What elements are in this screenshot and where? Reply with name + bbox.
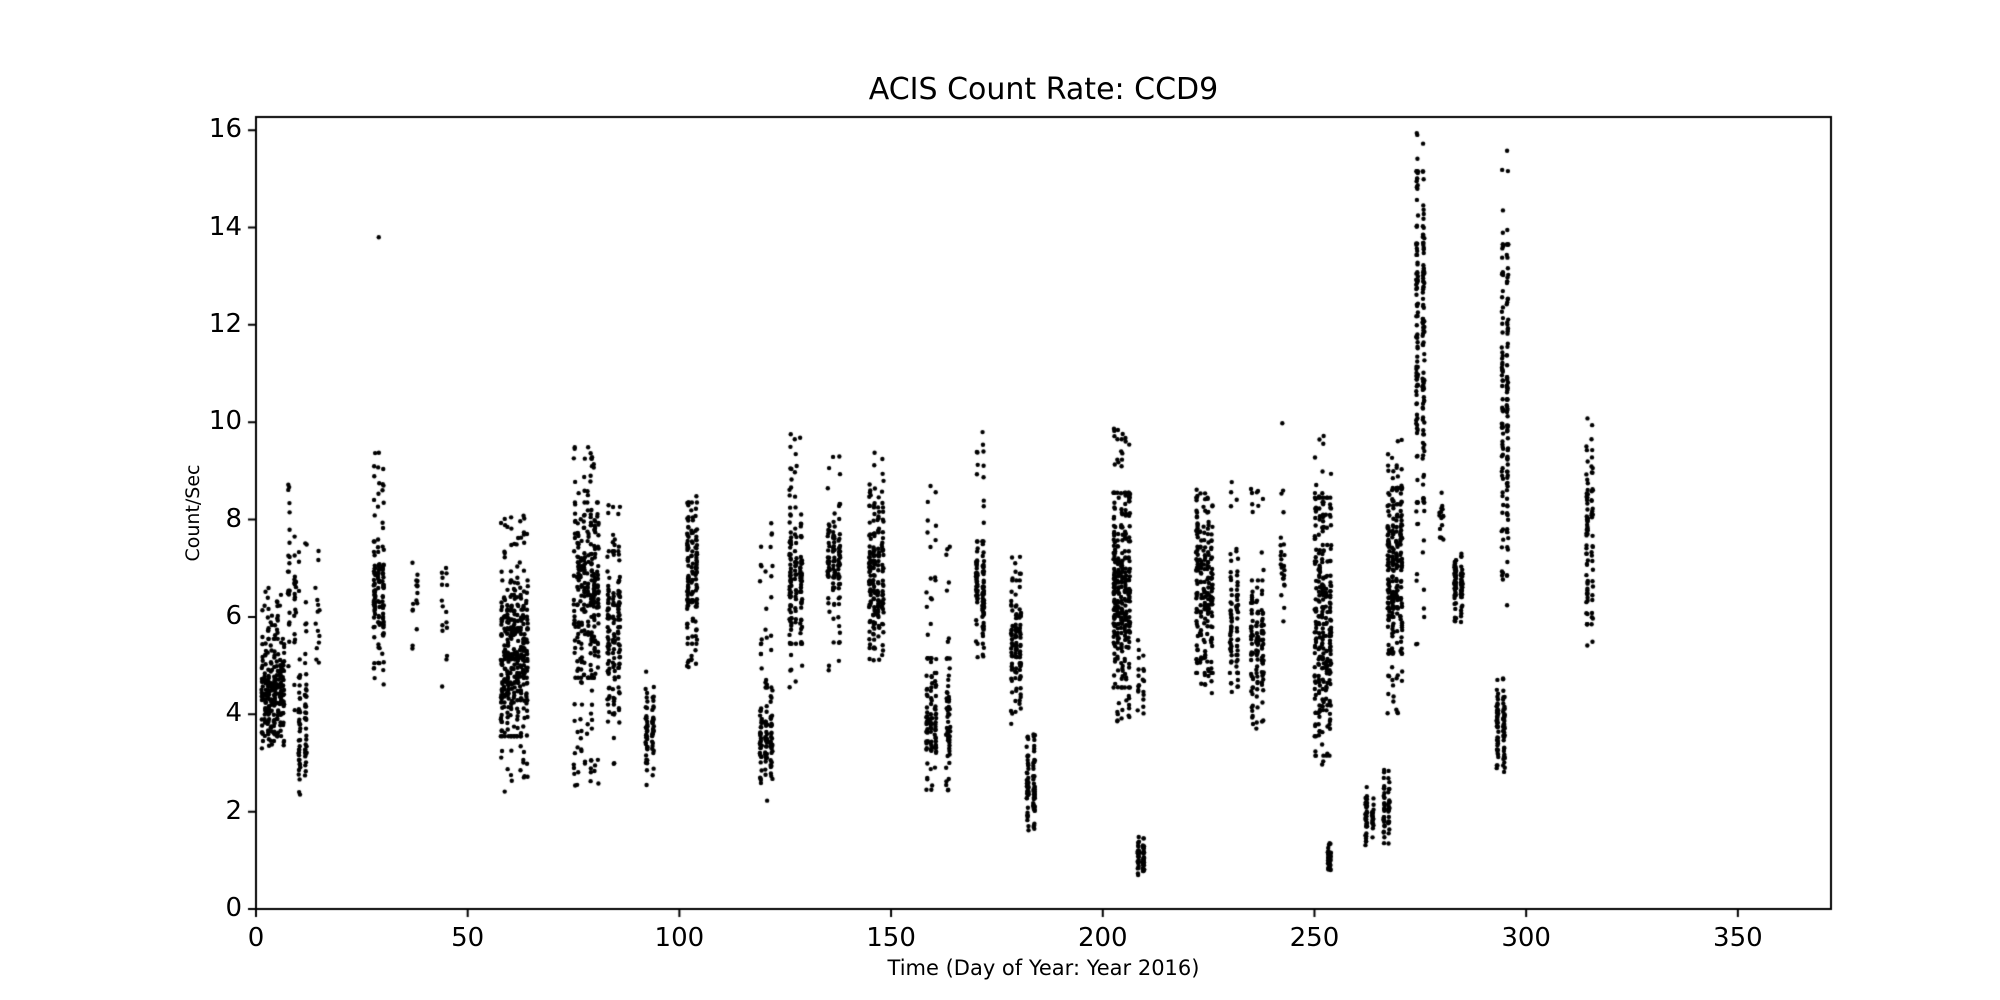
x-tick-label: 250 [1289,923,1340,953]
x-tick-label: 150 [866,923,916,953]
y-tick-label: 14 [208,211,242,242]
x-tick-label: 200 [1077,923,1128,953]
x-axis-label: Time (Day of Year: Year 2016) [887,956,1200,980]
x-tick-label: 0 [247,923,265,953]
x-tick-label: 50 [451,923,485,953]
y-tick-label: 10 [208,406,242,437]
chart-title: ACIS Count Rate: CCD9 [868,72,1219,107]
x-tick-label: 100 [654,923,705,953]
x-tick-label: 350 [1713,923,1763,953]
y-tick-label: 16 [208,114,242,145]
y-tick-label: 12 [208,308,242,339]
y-tick-label: 2 [225,795,242,826]
x-tick-label: 300 [1501,923,1551,953]
y-tick-label: 8 [225,503,242,534]
y-tick-label: 6 [225,600,242,631]
y-tick-label: 0 [225,893,242,923]
y-tick-label: 4 [225,698,242,729]
